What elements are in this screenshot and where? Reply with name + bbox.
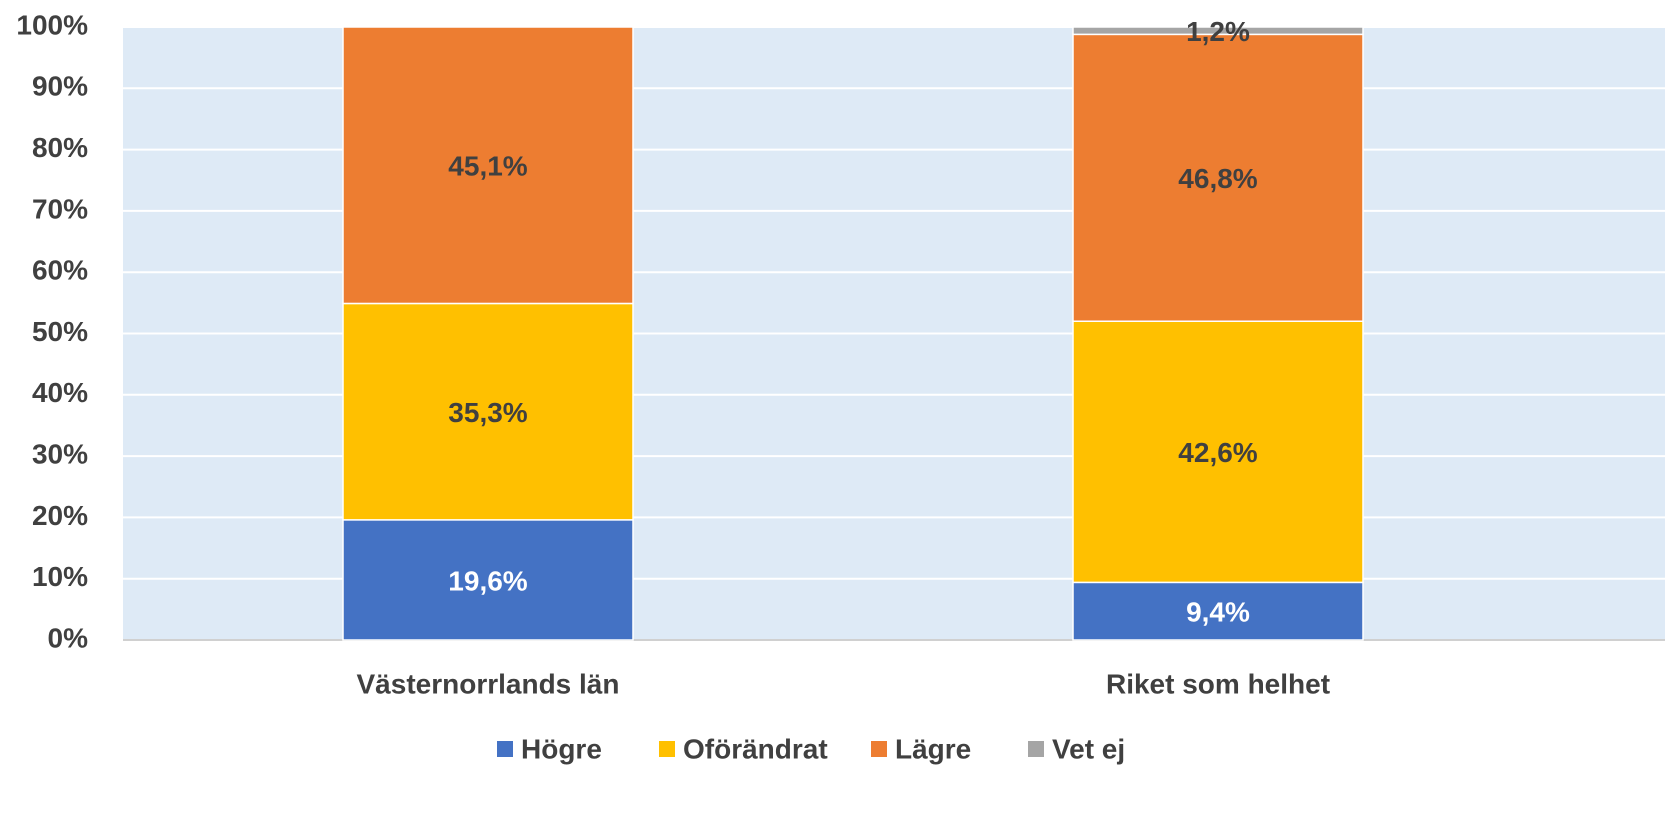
data-label: 45,1% [448,151,527,182]
legend-swatch [497,741,513,757]
data-label: 19,6% [448,565,527,596]
legend-swatch [659,741,675,757]
y-tick-label: 0% [48,622,89,653]
y-tick-label: 10% [32,561,88,592]
y-tick-label: 50% [32,316,88,347]
data-label: 42,6% [1178,437,1257,468]
y-tick-label: 60% [32,255,88,286]
y-tick-label: 100% [16,9,88,40]
legend-label: Högre [521,733,602,764]
data-label: 9,4% [1186,597,1250,628]
y-tick-label: 30% [32,438,88,469]
legend-label: Oförändrat [683,733,828,764]
legend-swatch [1028,741,1044,757]
legend-label: Vet ej [1052,733,1125,764]
x-tick-label: Västernorrlands län [357,668,620,699]
data-label: 1,2% [1186,16,1250,47]
x-tick-label: Riket som helhet [1106,668,1330,699]
bar-segment [1072,581,1364,641]
y-tick-label: 80% [32,132,88,163]
bar-segment [1072,33,1364,322]
data-label: 35,3% [448,397,527,428]
bar-segment [1072,320,1364,584]
data-label: 46,8% [1178,163,1257,194]
y-tick-label: 90% [32,71,88,102]
bar-segment [342,519,634,641]
bar-segment [342,302,634,521]
bar-segment [1072,26,1364,36]
y-tick-label: 70% [32,193,88,224]
legend-label: Lägre [895,733,971,764]
bar-segment [342,26,634,305]
y-tick-label: 20% [32,500,88,531]
legend-swatch [871,741,887,757]
y-tick-label: 40% [32,377,88,408]
